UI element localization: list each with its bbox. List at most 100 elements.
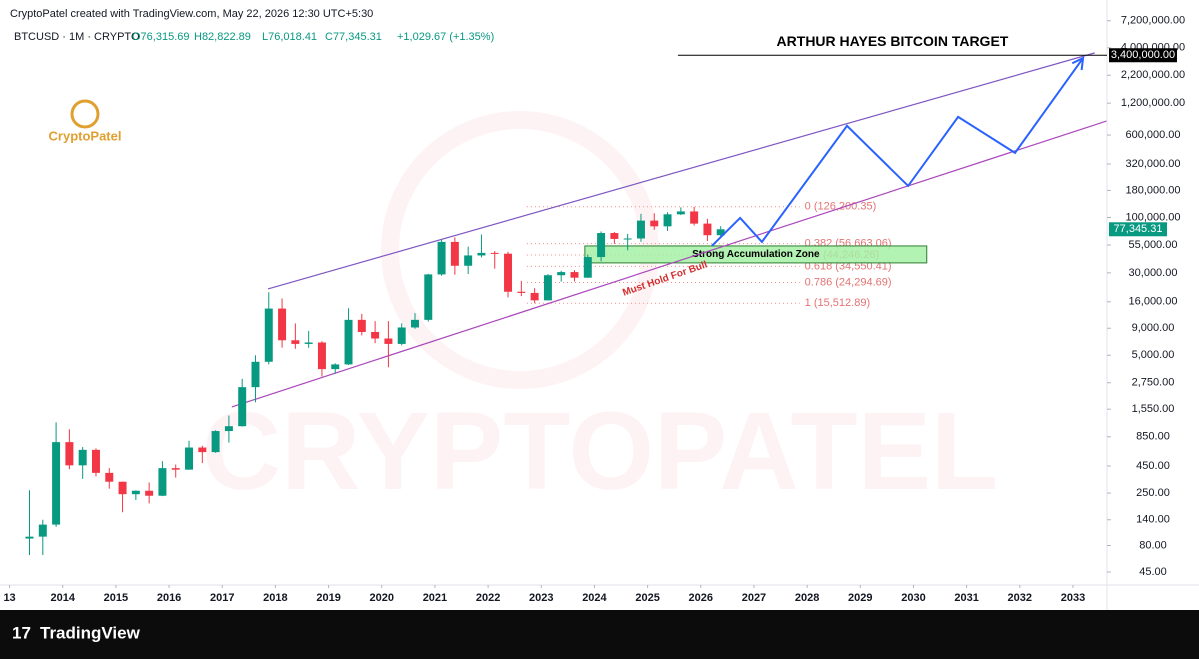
footer-brand: TradingView [40,623,141,642]
candle-body [397,327,406,344]
candle-body [251,361,260,388]
y-tick-label: 16,000.00 [1129,296,1178,308]
accumulation-zone [584,245,928,264]
candle-body [78,449,87,466]
candle-body [517,291,526,293]
candle-body [131,490,140,495]
x-tick-label: 2031 [954,592,978,604]
projection-path [711,57,1084,247]
x-tick-label: 2024 [582,592,607,604]
candle-body [52,442,61,525]
candle-body [145,490,154,496]
x-tick-label: 2021 [423,592,447,604]
x-tick-label: 2029 [848,592,872,604]
candle-body [384,338,393,344]
candle-body [663,214,672,227]
y-tick-label: 1,200,000.00 [1121,97,1185,109]
candle-body [570,272,579,278]
y-tick-label: 140.00 [1136,514,1170,526]
channel-upper [267,52,1095,290]
candle-body [264,308,273,362]
candle-body [91,449,100,473]
x-tick-label: 2025 [635,592,659,604]
candle-body [185,447,194,470]
ohlc-label: C77,345.31 [325,31,382,43]
candle-body [583,257,592,278]
footer-bar [0,610,1199,659]
zone-label: Strong Accumulation Zone [692,249,820,260]
y-tick-label: 850.00 [1136,431,1170,443]
candle-body [424,274,433,320]
candle-body [65,442,74,466]
candle-body [118,481,127,495]
candle-body [304,342,313,344]
y-tick-label: 600,000.00 [1125,129,1180,141]
x-tick-label: 2022 [476,592,500,604]
y-tick-label: 55,000.00 [1129,239,1178,251]
x-tick-label: 2027 [742,592,766,604]
candle-body [317,342,326,370]
candle-body [504,253,513,292]
candle-body [636,220,645,239]
y-tick-label: 5,000.00 [1132,349,1175,361]
candle-body [211,431,220,453]
y-tick-label: 450.00 [1136,460,1170,472]
candle-body [198,447,207,453]
candle-body [344,319,353,365]
x-tick-label: 2020 [370,592,394,604]
symbol: BTCUSD · 1M · CRYPTO [14,31,140,43]
candle-body [557,272,566,276]
x-tick-label: 2026 [689,592,713,604]
candle-body [38,524,47,537]
candle-body [477,252,486,256]
y-tick-label: 100,000.00 [1125,211,1180,223]
candle-body [716,229,725,236]
x-tick-label: 2033 [1061,592,1085,604]
candle-body [411,319,419,328]
candle-body [291,340,300,344]
y-tick-label: 250.00 [1136,487,1170,499]
y-tick-label: 9,000.00 [1132,322,1175,334]
candle-body [676,211,685,215]
candle-body [597,233,606,258]
last-price-label: 77,345.31 [1114,223,1163,235]
logo-text: CryptoPatel [49,128,122,143]
candle-body [331,364,340,370]
candle-body [543,275,552,301]
x-tick-label: 2028 [795,592,819,604]
candle-body [371,331,380,339]
candle-body [690,211,699,224]
footer-logo: 17 [12,623,31,642]
y-tick-label: 2,200,000.00 [1121,69,1185,81]
candle-body [610,233,619,239]
candle-body [530,292,539,301]
channel-lower [231,120,1107,408]
watermark: CRYPTOPATEL [202,390,999,513]
y-tick-label: 1,550.00 [1132,403,1175,415]
candle-body [105,472,114,482]
x-tick-label: 2032 [1008,592,1032,604]
y-tick-label: 320,000.00 [1125,158,1180,170]
fib-label: 0.786 (24,294.69) [805,276,892,288]
y-tick-label: 30,000.00 [1129,267,1178,279]
last-price-tag [1109,222,1167,237]
candle-body [158,468,167,496]
target-label: ARTHUR HAYES BITCOIN TARGET [777,33,1009,49]
x-tick-label: 2017 [210,592,234,604]
ohlc-label: L76,018.41 [262,31,317,43]
x-tick-label: 2019 [316,592,340,604]
candle-body [224,426,233,432]
candle-body [650,220,659,227]
ohlc-label: O76,315.69 [132,31,190,43]
y-tick-label: 80.00 [1139,539,1167,551]
candle-body [25,536,34,539]
x-tick-label: 2016 [157,592,181,604]
candle-body [450,241,459,266]
projection-arrowhead [1071,56,1085,71]
ohlc-label: H82,822.89 [194,31,251,43]
target-price-tag [1109,48,1177,63]
candle-body [278,308,287,341]
target-price-label: 3,400,000.00 [1111,49,1175,61]
